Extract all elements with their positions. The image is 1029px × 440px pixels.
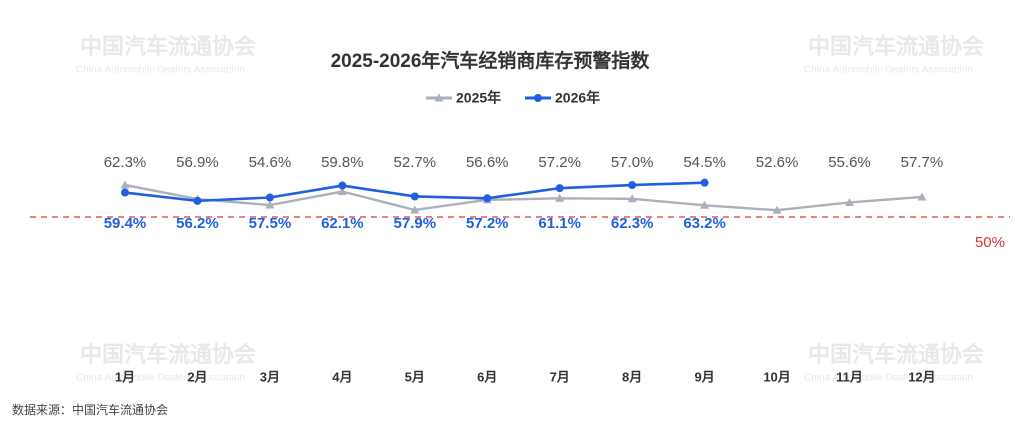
legend-marker: [434, 93, 444, 102]
data-label: 52.7%: [394, 154, 437, 171]
watermark: China Automobile Dealers Association: [804, 373, 973, 384]
x-tick-label: 11月: [836, 369, 863, 384]
data-label: 62.3%: [611, 215, 654, 232]
x-tick-label: 9月: [694, 369, 714, 384]
watermark: China Automobile Dealers Association: [76, 65, 245, 76]
x-tick-label: 5月: [405, 369, 425, 384]
data-label: 57.5%: [249, 215, 292, 232]
data-label: 62.1%: [321, 215, 364, 232]
legend-label: 2025年: [456, 90, 501, 106]
watermark: 中国汽车流通协会: [808, 342, 984, 367]
x-tick-label: 6月: [477, 369, 497, 384]
watermark: China Automobile Dealers Association: [804, 65, 973, 76]
data-label: 56.9%: [176, 154, 219, 171]
point: [483, 194, 492, 203]
data-label: 57.2%: [538, 154, 581, 171]
data-label: 63.2%: [683, 215, 726, 232]
point: [555, 193, 565, 202]
data-label: 55.6%: [828, 154, 871, 171]
data-label: 52.6%: [756, 154, 799, 171]
chart-title: 2025-2026年汽车经销商库存预警指数: [331, 49, 651, 72]
point: [845, 197, 854, 206]
x-tick-label: 10月: [763, 369, 790, 384]
data-label: 59.4%: [104, 215, 147, 232]
x-tick-label: 4月: [332, 369, 352, 384]
data-label: 54.5%: [683, 154, 726, 171]
x-tick-label: 2月: [187, 369, 207, 384]
data-label: 57.0%: [611, 154, 654, 171]
point: [772, 205, 782, 214]
watermark: 中国汽车流通协会: [808, 34, 984, 59]
series-line: [124, 183, 923, 212]
watermark: China Automobile Dealers Association: [76, 373, 245, 384]
point: [555, 184, 564, 193]
data-label: 57.2%: [466, 215, 509, 232]
point: [700, 178, 709, 187]
x-tick-label: 8月: [622, 369, 642, 384]
point: [337, 187, 347, 196]
point: [700, 200, 710, 209]
data-label: 56.6%: [466, 154, 509, 171]
data-label: 59.8%: [321, 154, 364, 171]
point: [410, 205, 420, 214]
data-label: 56.2%: [176, 215, 219, 232]
data-label: 61.1%: [538, 215, 581, 232]
x-tick-label: 12月: [908, 369, 935, 384]
x-tick-label: 7月: [550, 369, 570, 384]
reference-label: 50%: [975, 234, 1005, 251]
point: [628, 181, 637, 190]
data-label: 54.6%: [249, 154, 292, 171]
point: [265, 193, 274, 202]
point: [120, 180, 130, 189]
point: [193, 196, 202, 205]
point: [338, 181, 347, 190]
data-label: 57.7%: [901, 154, 944, 171]
watermark: 中国汽车流通协会: [80, 34, 256, 59]
point: [121, 188, 129, 197]
legend-label: 2026年: [555, 90, 600, 106]
data-label: 62.3%: [104, 154, 147, 171]
point: [265, 200, 275, 209]
data-label: 57.9%: [394, 215, 437, 232]
point: [627, 194, 637, 203]
legend-marker: [534, 94, 542, 102]
x-tick-label: 3月: [260, 369, 280, 384]
point: [917, 192, 927, 201]
x-tick-label: 1月: [115, 369, 135, 384]
source: 数据来源：中国汽车流通协会: [12, 402, 168, 417]
watermark: 中国汽车流通协会: [80, 342, 256, 367]
point: [410, 192, 419, 201]
